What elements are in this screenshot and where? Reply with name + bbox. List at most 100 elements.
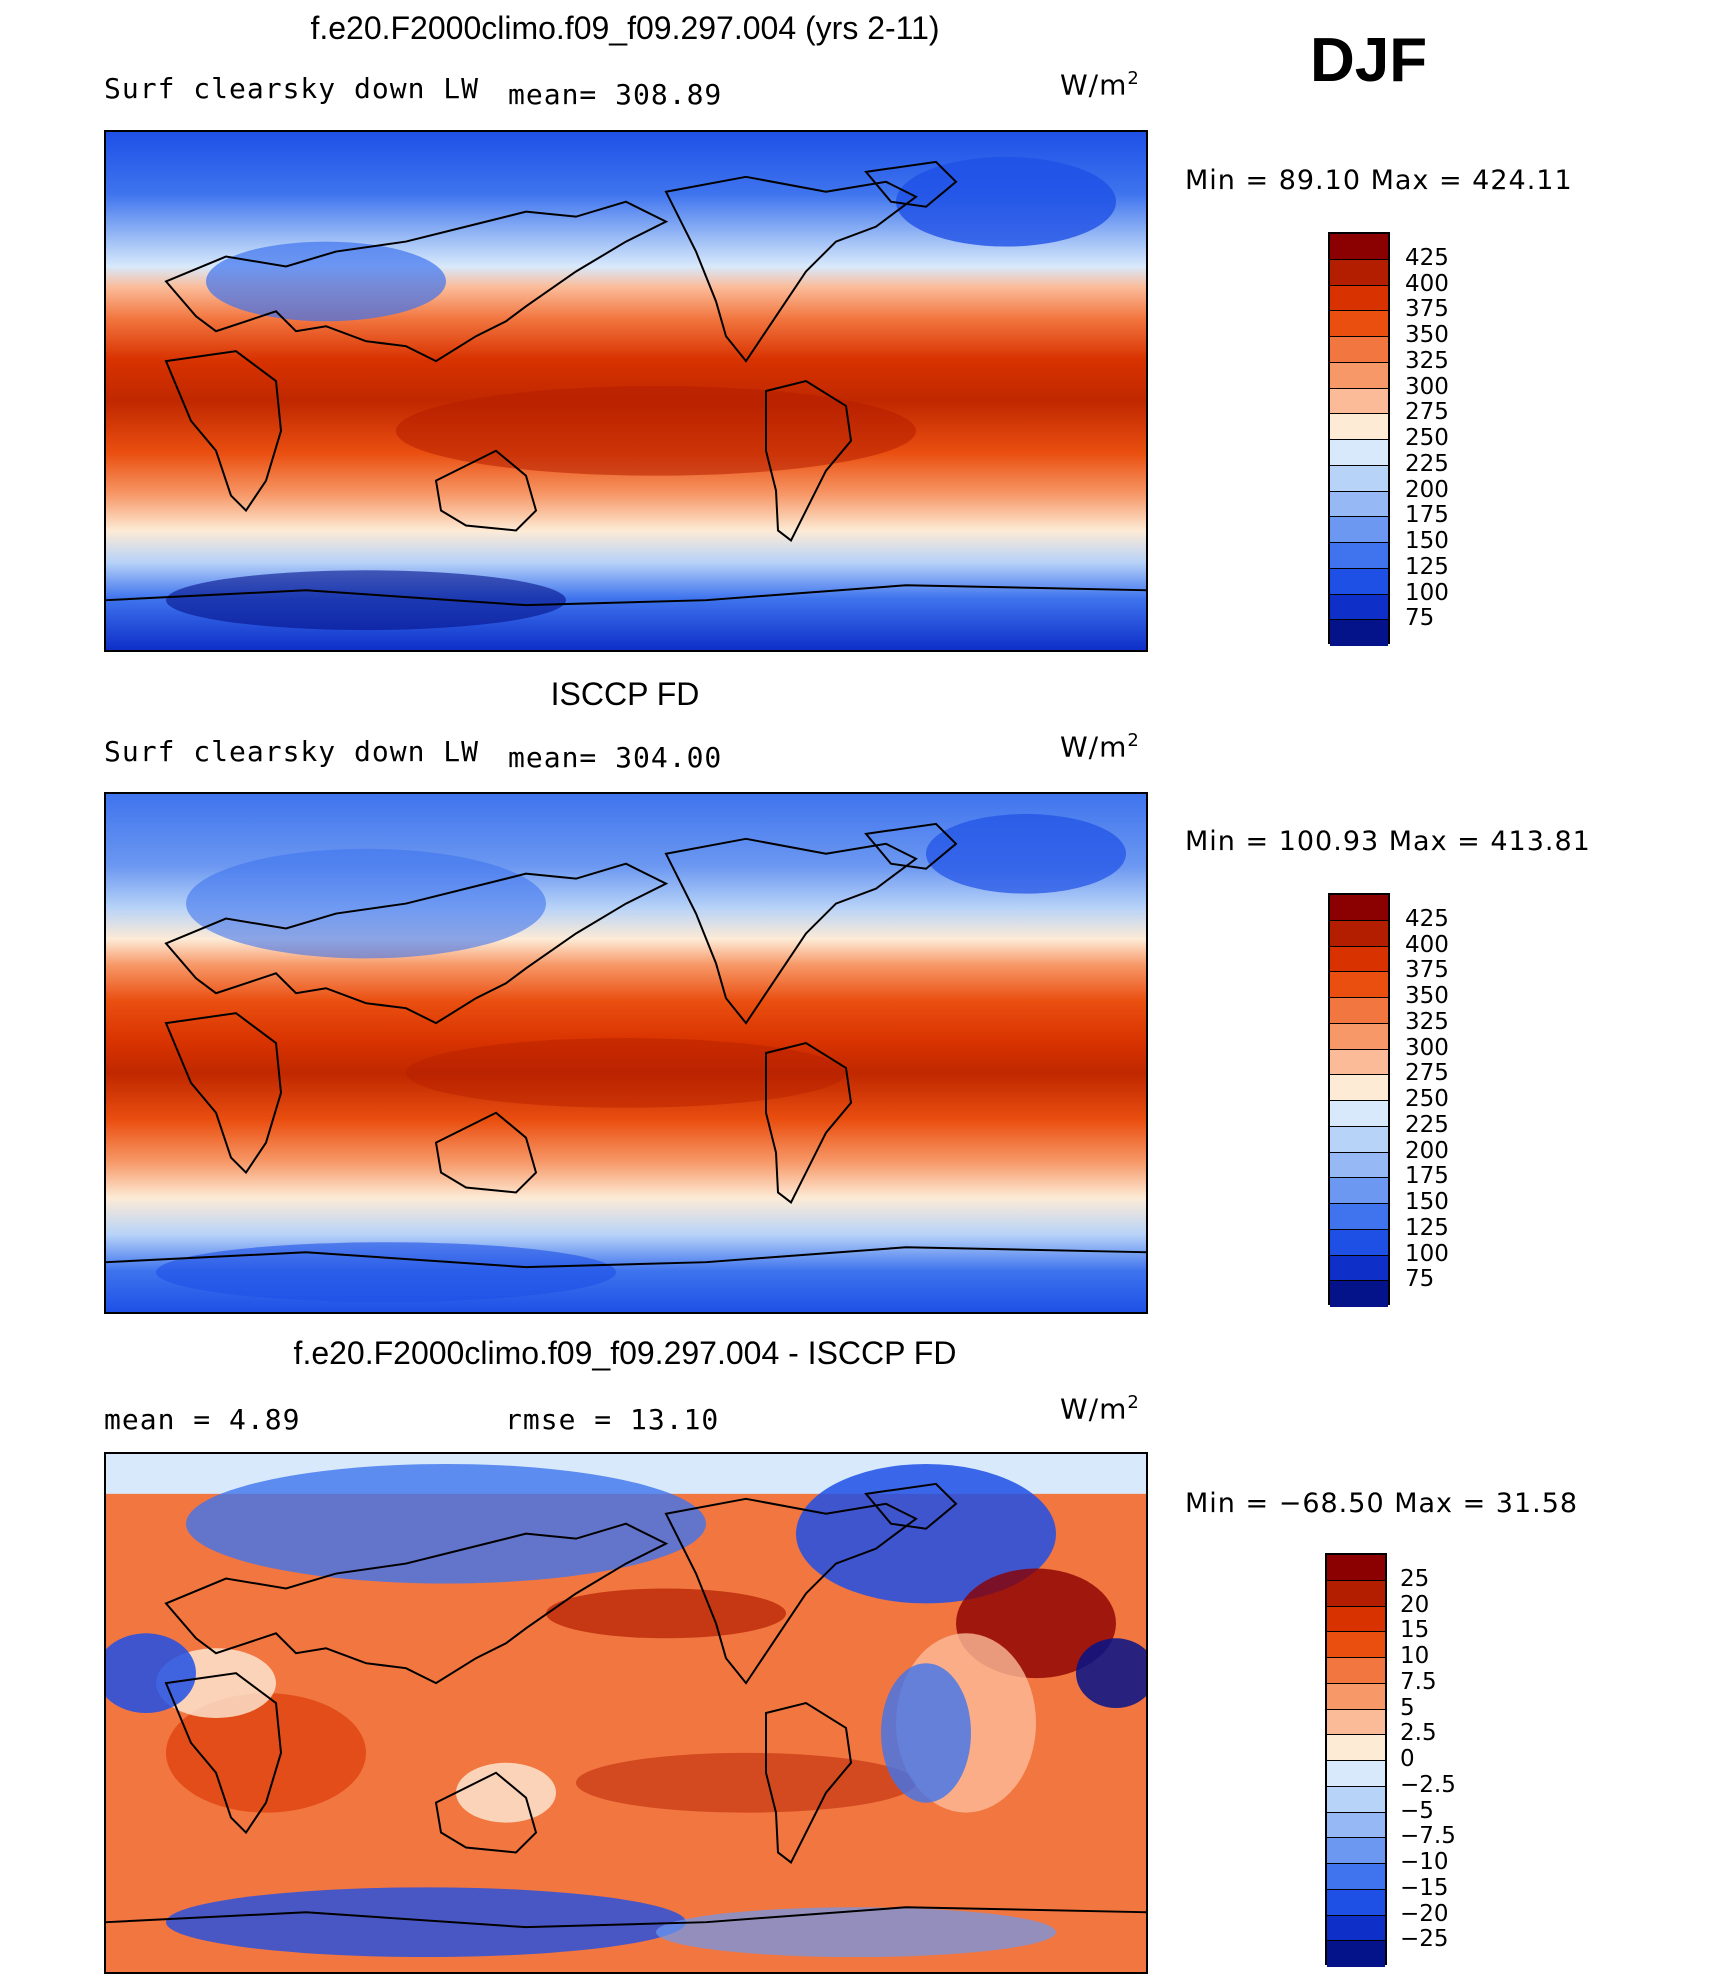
colorbar-swatch (1330, 234, 1388, 260)
colorbar-swatch (1330, 517, 1388, 543)
panel-1-minmax: Min = 89.10 Max = 424.11 (1185, 165, 1573, 196)
colorbar-tick-label: 425 (1405, 244, 1449, 271)
colorbar-tick-label: −5 (1400, 1797, 1434, 1824)
colorbar-tick-label: 200 (1405, 1137, 1449, 1164)
panel-2-minmax: Min = 100.93 Max = 413.81 (1185, 826, 1591, 857)
colorbar-swatch (1327, 1786, 1385, 1813)
colorbar-tick-label: −15 (1400, 1874, 1449, 1901)
colorbar-tick-label: 300 (1405, 373, 1449, 400)
colorbar-swatch (1330, 946, 1388, 973)
colorbar-swatch (1327, 1606, 1385, 1633)
colorbar-tick-label: 400 (1405, 931, 1449, 958)
colorbar-swatch (1327, 1941, 1385, 1967)
colorbar-swatch (1330, 337, 1388, 363)
colorbar-swatch (1327, 1580, 1385, 1607)
colorbar-swatch (1330, 414, 1388, 440)
colorbar-tick-label: 15 (1400, 1617, 1430, 1644)
colorbar-swatch (1330, 568, 1388, 595)
colorbar-tick-label: 325 (1405, 347, 1449, 374)
colorbar-swatch (1330, 1126, 1388, 1153)
colorbar-tick-label: 375 (1405, 296, 1449, 323)
colorbar-swatch (1330, 1281, 1388, 1307)
colorbar-swatch (1330, 388, 1388, 415)
panel-2-title: ISCCP FD (550, 676, 700, 712)
colorbar-swatch (1330, 362, 1388, 389)
panel-3-rmse-label: rmse = 13.10 (505, 1403, 720, 1436)
colorbar-swatch (1330, 998, 1388, 1024)
colorbar-swatch (1330, 1229, 1388, 1256)
colorbar-swatch (1330, 491, 1388, 518)
colorbar-swatch (1330, 620, 1388, 646)
panel-1-map (104, 130, 1148, 652)
colorbar-swatch (1330, 972, 1388, 998)
colorbar-tick-label: 400 (1405, 270, 1449, 297)
colorbar-swatch (1330, 1023, 1388, 1050)
colorbar-swatch (1327, 1683, 1385, 1710)
colorbar-tick-label: 5 (1400, 1694, 1415, 1721)
colorbar-swatch (1330, 1204, 1388, 1230)
panel-2-colorbar-labels: 425 400 375 350 325 300 275 250 225 200 175 150 125 1… (1405, 893, 1525, 1305)
colorbar-swatch (1327, 1555, 1385, 1581)
colorbar-swatch (1330, 1075, 1388, 1101)
colorbar-swatch (1327, 1915, 1385, 1942)
colorbar-tick-label: 275 (1405, 399, 1449, 426)
panel-3-colorbar (1325, 1553, 1387, 1967)
colorbar-tick-label: 75 (1405, 1266, 1435, 1293)
colorbar-tick-label: 0 (1400, 1746, 1415, 1772)
colorbar-swatch (1330, 465, 1388, 492)
colorbar-swatch (1330, 311, 1388, 337)
colorbar-swatch (1327, 1709, 1385, 1736)
panel-2-colorbar (1328, 893, 1390, 1307)
colorbar-tick-label: 125 (1405, 553, 1449, 580)
colorbar-swatch (1327, 1632, 1385, 1658)
panel-3-map-field (106, 1454, 1146, 1972)
panel-3-title: f.e20.F2000climo.f09_f09.297.004 - ISCCP… (293, 1335, 957, 1371)
colorbar-tick-label: −10 (1400, 1849, 1449, 1875)
colorbar-swatch (1330, 543, 1388, 569)
panel-2-map (104, 792, 1148, 1314)
colorbar-tick-label: 100 (1405, 1240, 1449, 1267)
colorbar-tick-label: 75 (1405, 605, 1435, 632)
colorbar-tick-label: 225 (1405, 1111, 1449, 1138)
panel-3-units: W/m2 (1060, 1392, 1140, 1426)
colorbar-swatch (1327, 1864, 1385, 1890)
panel-2-units: W/m2 (1060, 730, 1140, 764)
colorbar-swatch (1330, 895, 1388, 921)
colorbar-swatch (1327, 1838, 1385, 1864)
colorbar-tick-label: −7.5 (1400, 1823, 1456, 1850)
panel-1-units: W/m2 (1060, 68, 1140, 102)
colorbar-tick-label: 175 (1405, 1163, 1449, 1190)
colorbar-tick-label: 100 (1405, 579, 1449, 606)
colorbar-tick-label: 275 (1405, 1060, 1449, 1087)
colorbar-swatch (1330, 1178, 1388, 1204)
season-label: DJF (1310, 26, 1428, 95)
colorbar-tick-label: 225 (1405, 450, 1449, 477)
colorbar-swatch (1327, 1658, 1385, 1684)
panel-1-variable-label: Surf clearsky down LW (104, 72, 480, 105)
panel-3-mean-label: mean = 4.89 (104, 1403, 301, 1436)
colorbar-tick-label: −2.5 (1400, 1771, 1456, 1798)
panel-2-map-field (106, 794, 1146, 1312)
colorbar-tick-label: 350 (1405, 983, 1449, 1009)
colorbar-swatch (1330, 1101, 1388, 1127)
panel-3-map (104, 1452, 1148, 1974)
panel-1-map-field (106, 132, 1146, 650)
colorbar-tick-label: 2.5 (1400, 1720, 1437, 1747)
colorbar-swatch (1327, 1889, 1385, 1916)
panel-2-mean-label: mean= 304.00 (508, 741, 723, 774)
panel-3-colorbar-labels: 25 20 15 10 7.5 5 2.5 0 −2.5 −5 −7.5 −10 −15 −20 −25 (1400, 1553, 1520, 1965)
colorbar-tick-label: 25 (1400, 1565, 1430, 1592)
colorbar-swatch (1330, 1049, 1388, 1076)
colorbar-swatch (1330, 1152, 1388, 1179)
colorbar-tick-label: 200 (1405, 476, 1449, 503)
panel-1-mean-label: mean= 308.89 (508, 78, 723, 111)
colorbar-tick-label: −25 (1400, 1926, 1449, 1953)
colorbar-tick-label: 7.5 (1400, 1668, 1437, 1695)
colorbar-swatch (1330, 594, 1388, 621)
colorbar-swatch (1327, 1812, 1385, 1839)
colorbar-swatch (1330, 259, 1388, 286)
colorbar-tick-label: 125 (1405, 1214, 1449, 1241)
colorbar-tick-label: 250 (1405, 1086, 1449, 1112)
colorbar-tick-label: −20 (1400, 1900, 1449, 1927)
colorbar-tick-label: 325 (1405, 1008, 1449, 1035)
